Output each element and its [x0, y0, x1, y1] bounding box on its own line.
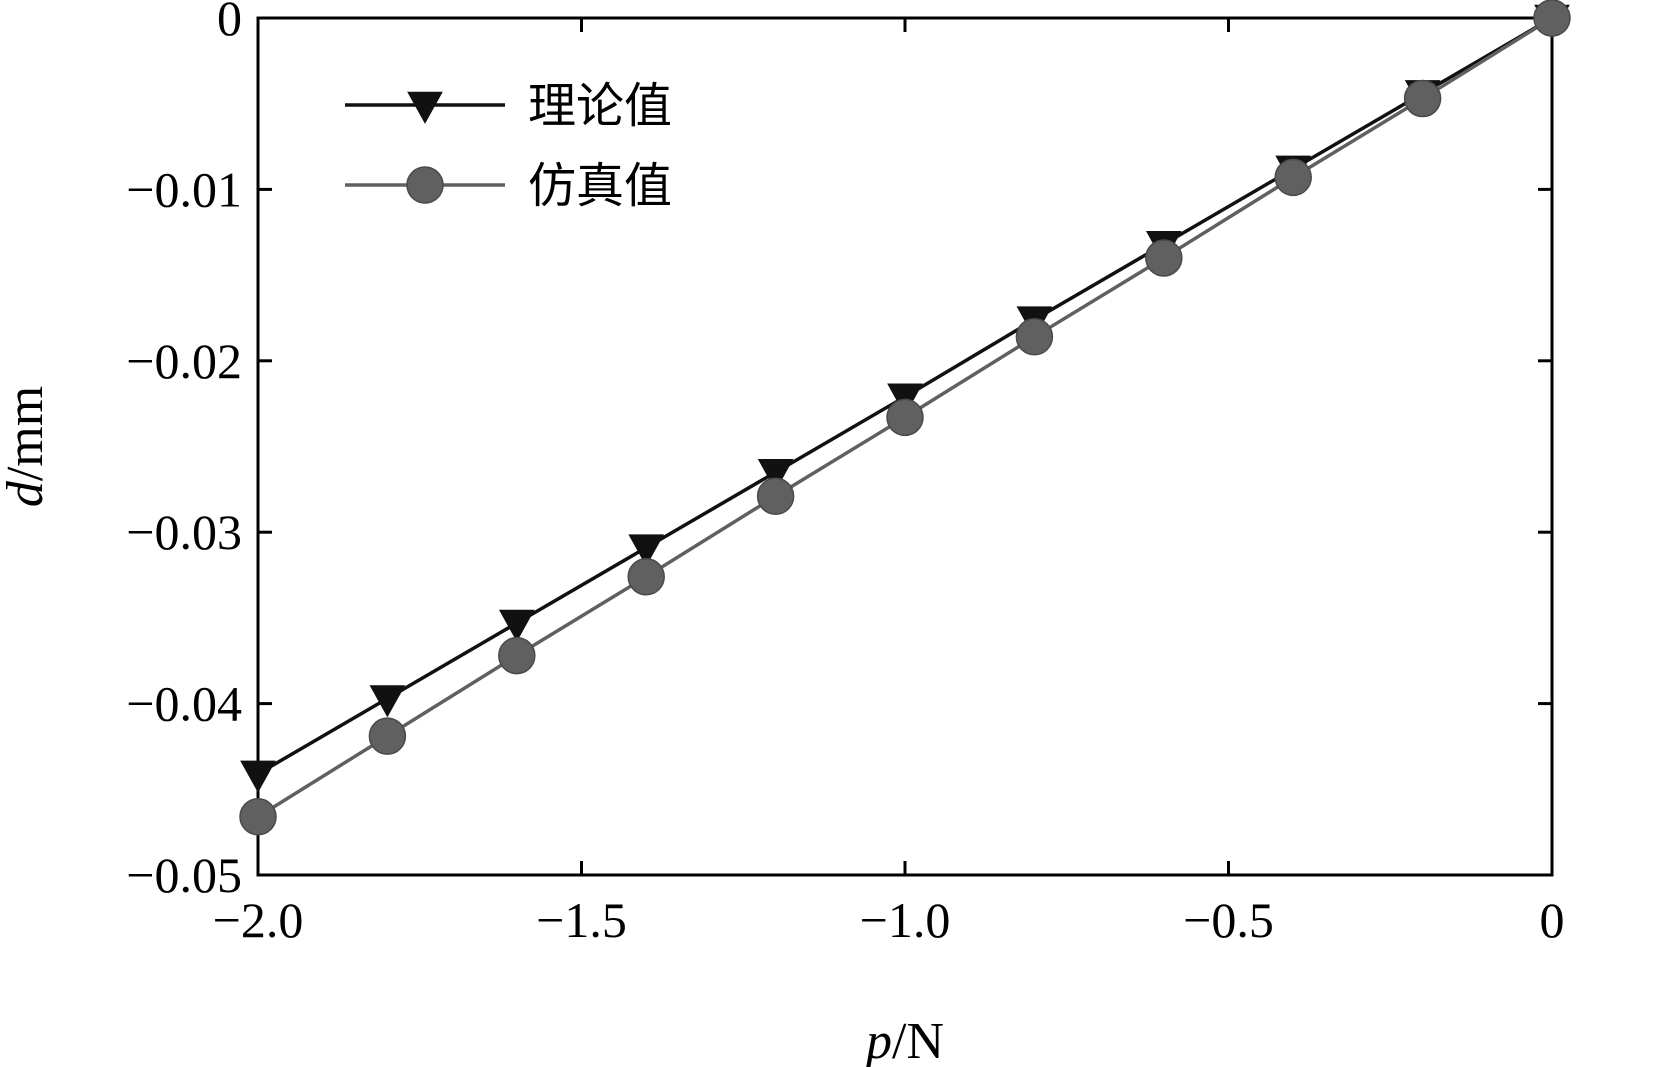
series-2	[239, 0, 1571, 836]
legend-label: 仿真值	[528, 158, 672, 214]
data-point	[1533, 0, 1571, 37]
legend-marker	[407, 91, 443, 124]
x-axis-unit: /N	[892, 1013, 944, 1067]
y-tick-label: −0.04	[126, 676, 242, 732]
x-tick-label: −0.5	[1183, 892, 1274, 948]
y-tick-label: −0.01	[126, 161, 242, 217]
x-axis-title: p/N	[862, 1013, 944, 1067]
data-point	[886, 398, 924, 437]
series-layer	[239, 0, 1571, 836]
legend-label: 理论值	[528, 78, 672, 134]
y-tick-label: −0.03	[126, 504, 242, 560]
x-tick-label: −2.0	[213, 892, 304, 948]
legend-item: 仿真值	[345, 158, 672, 214]
data-point	[498, 609, 535, 642]
x-axis-variable: p	[862, 1013, 892, 1067]
x-tick-label: −1.5	[536, 892, 627, 948]
data-point	[1274, 158, 1312, 197]
plot-frame	[256, 16, 1554, 877]
y-axis-variable: d	[0, 480, 54, 507]
data-point	[627, 558, 665, 596]
y-tick-label: −0.02	[126, 333, 242, 389]
y-axis-unit: /mm	[0, 386, 54, 481]
data-point	[1145, 239, 1183, 277]
data-point	[756, 477, 795, 515]
data-point	[1403, 79, 1442, 118]
y-tick-label: 0	[217, 0, 242, 46]
legend-marker	[406, 166, 444, 204]
data-point	[1015, 318, 1054, 356]
data-point	[498, 636, 536, 675]
series-1	[240, 4, 1570, 793]
y-axis-ticks: 0 −0.01 −0.02 −0.03 −0.04 −0.05	[126, 0, 1552, 903]
y-tick-label: −0.05	[126, 847, 242, 903]
data-point	[757, 458, 794, 492]
x-tick-label: 0	[1540, 892, 1565, 948]
data-point	[368, 717, 407, 755]
legend-item: 理论值	[345, 78, 672, 134]
data-point	[628, 534, 665, 567]
data-point	[240, 760, 276, 793]
x-tick-label: −1.0	[860, 892, 951, 948]
y-axis-title: d/mm	[0, 386, 54, 507]
data-point	[369, 685, 406, 718]
data-point	[239, 797, 277, 836]
x-axis-ticks: −2.0 −1.5 −1.0 −0.5 0	[213, 18, 1565, 948]
